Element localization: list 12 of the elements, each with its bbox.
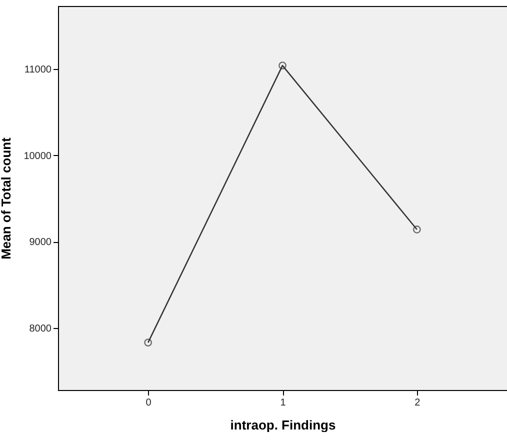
x-axis-title: intraop. Findings: [230, 418, 336, 432]
y-tick-label: 9000: [29, 237, 52, 248]
y-axis-title: Mean of Total count: [0, 136, 14, 260]
x-tick-label: 0: [146, 398, 152, 408]
y-tick-label: 10000: [24, 150, 52, 162]
point: [278, 62, 286, 70]
y-tick-label: 11000: [24, 64, 52, 76]
x-tick-label: 1: [280, 398, 286, 408]
point: [144, 338, 152, 346]
x-tick-label: 2: [414, 398, 421, 408]
point: [412, 226, 421, 234]
y-tick-label: 8000: [29, 323, 52, 334]
